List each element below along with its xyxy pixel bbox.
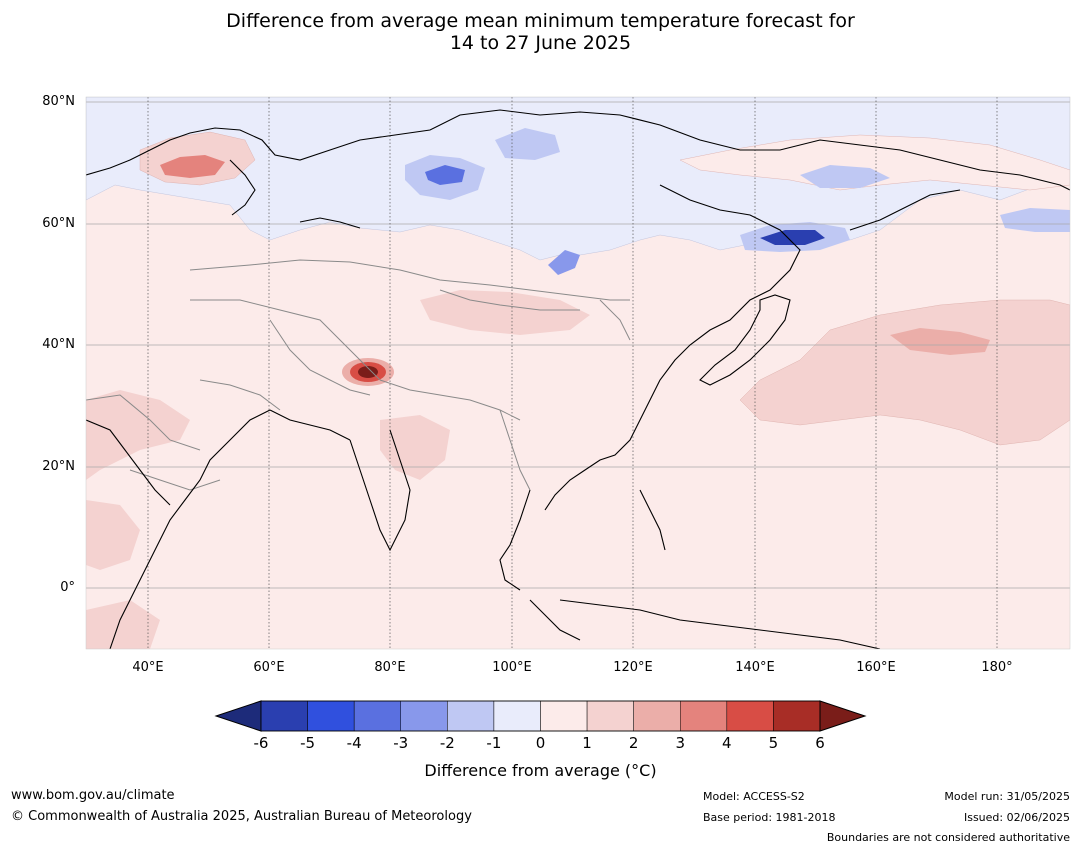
colorbar-box: [680, 700, 728, 732]
warm-patch-africa: [86, 500, 140, 570]
footer-model-run: Model run: 31/05/2025: [944, 790, 1070, 803]
colorbar-box: [633, 700, 681, 732]
hotspot-core: [358, 366, 378, 378]
lon-label-180: 180°: [981, 660, 1013, 675]
lat-label-80n: 80°N: [42, 94, 75, 109]
warm-patch-southeast: [86, 600, 160, 649]
warm-patch-central-asia: [420, 290, 590, 335]
colorbar-title: Difference from average (°C): [424, 761, 657, 780]
cool-patch-siberia-core: [425, 165, 465, 185]
colorbar-box: [353, 700, 401, 732]
colorbar-tick-label: -4: [346, 734, 362, 752]
warm-patch-scandinavia-core: [160, 155, 225, 178]
colorbar-tick-label: 3: [675, 734, 686, 752]
warm-patch-pacific-core: [890, 328, 990, 355]
cool-patch-baikal: [548, 250, 580, 275]
lat-label-40n: 40°N: [42, 337, 75, 352]
colorbar-box: [400, 700, 448, 732]
cool-patch-taimyr: [495, 128, 560, 160]
lon-label-60e: 60°E: [253, 660, 285, 675]
colorbar-box: [540, 700, 588, 732]
colorbar-box: [447, 700, 495, 732]
chart-title: Difference from average mean minimum tem…: [0, 10, 1081, 54]
warm-patch-pacific: [739, 299, 1070, 446]
lon-label-160e: 160°E: [856, 660, 896, 675]
lat-label-0: 0°: [60, 580, 75, 595]
footer-url[interactable]: www.bom.gov.au/climate: [11, 788, 175, 803]
colorbar-low-extension: [214, 700, 262, 732]
footer-disclaimer: Boundaries are not considered authoritat…: [826, 831, 1070, 844]
colorbar-box: [586, 700, 634, 732]
country-boundaries: [86, 259, 631, 491]
colorbar-tick-label: -1: [486, 734, 502, 752]
lon-label-120e: 120°E: [613, 660, 653, 675]
warm-patch-middle-east: [86, 390, 190, 480]
colorbar-tick-label: -3: [393, 734, 409, 752]
colorbar-tick-label: 2: [628, 734, 639, 752]
colorbar-box: [726, 700, 774, 732]
colorbar-tick-label: 5: [768, 734, 779, 752]
colorbar-outline: [260, 700, 821, 732]
cool-patch-east-siberia: [800, 165, 890, 188]
footer-model: Model: ACCESS-S2: [703, 790, 805, 803]
footer-issued: Issued: 02/06/2025: [963, 811, 1070, 824]
coastlines: [86, 109, 1070, 649]
colorbar-tick-label: 4: [722, 734, 732, 752]
cool-patch-okhotsk-core: [760, 230, 825, 245]
colorbar-box: [773, 700, 821, 732]
colorbar-tick-label: -5: [300, 734, 316, 752]
colorbar-tick-label: -6: [253, 734, 269, 752]
colorbar: [214, 700, 867, 732]
title-line-1: Difference from average mean minimum tem…: [226, 10, 855, 32]
map-frame: [85, 96, 1071, 650]
lon-label-140e: 140°E: [735, 660, 775, 675]
colorbar-tick-label: 1: [582, 734, 592, 752]
lon-label-80e: 80°E: [374, 660, 406, 675]
colorbar-box: [493, 700, 541, 732]
lon-label-100e: 100°E: [492, 660, 532, 675]
footer-copyright: © Commonwealth of Australia 2025, Austra…: [11, 809, 472, 824]
colorbar-box: [307, 700, 355, 732]
colorbar-box: [260, 700, 308, 732]
lat-label-20n: 20°N: [42, 459, 75, 474]
colorbar-tick-label: 0: [535, 734, 546, 752]
parallels: [86, 101, 1070, 589]
cool-patch-bering: [1000, 208, 1070, 232]
footer-base-period: Base period: 1981-2018: [703, 811, 836, 824]
lat-label-60n: 60°N: [42, 216, 75, 231]
title-line-2: 14 to 27 June 2025: [449, 32, 632, 54]
colorbar-boxes: [260, 700, 821, 732]
colorbar-tick-label: -2: [439, 734, 455, 752]
warm-patch-india: [380, 415, 450, 480]
lon-label-40e: 40°E: [132, 660, 164, 675]
colorbar-high-extension: [819, 700, 867, 732]
warm-patch-far-east: [679, 134, 1070, 191]
colorbar-tick-label: 6: [815, 734, 825, 752]
meridians: [147, 97, 998, 649]
map-area: [86, 97, 1070, 649]
